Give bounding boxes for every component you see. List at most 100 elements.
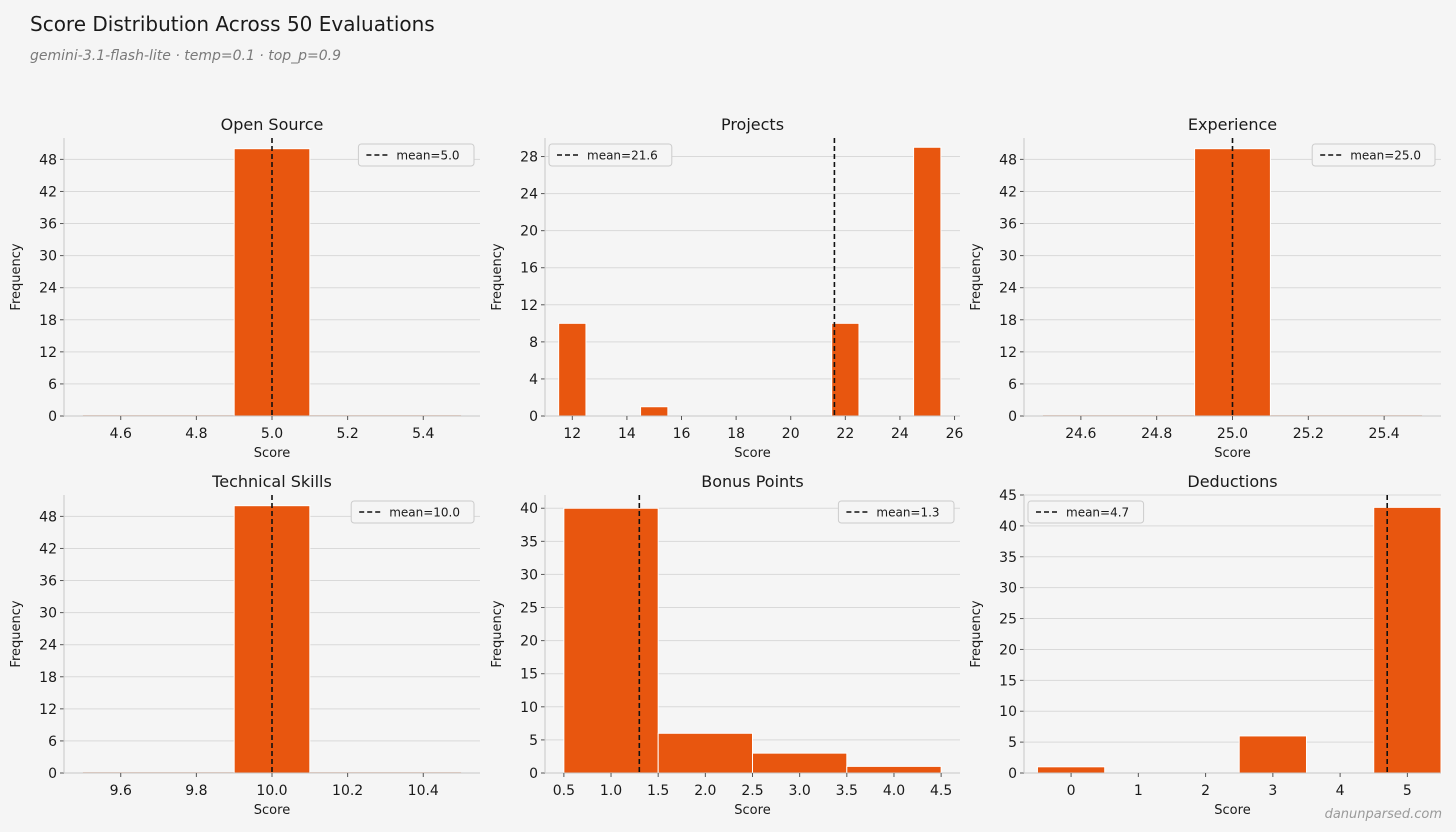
legend-box — [548, 143, 673, 167]
legend-label: mean=4.7 — [1066, 506, 1129, 520]
y-tick-label: 45 — [999, 488, 1017, 504]
y-tick-label: 42 — [999, 184, 1017, 200]
chart-panel: 0 6 12 18 24 30 36 42 48 24.6 24.8 25.0 25.2 25.4 Expe… — [969, 115, 1441, 461]
y-tick-label: 0 — [48, 766, 57, 782]
y-tick-label: 15 — [520, 667, 538, 683]
x-tick-label: 18 — [727, 426, 745, 442]
figure-title: Score Distribution Across 50 Evaluations — [30, 12, 435, 36]
y-tick-label: 6 — [48, 377, 57, 393]
x-tick-label: 5 — [1403, 783, 1412, 799]
x-tick-label: 12 — [563, 426, 581, 442]
legend: mean=5.0 — [357, 143, 475, 167]
y-tick-label: 20 — [520, 224, 538, 240]
y-tick-label: 35 — [520, 534, 538, 550]
y-tick-label: 36 — [39, 574, 57, 590]
y-tick-label: 24 — [999, 281, 1017, 297]
x-axis-label: Score — [1214, 446, 1250, 461]
y-tick-label: 0 — [48, 409, 57, 425]
chart-panel: 0 6 12 18 24 30 36 42 48 9.6 9.8 10.0 10.2 10.4 Techni… — [9, 472, 480, 818]
x-tick-label: 4.6 — [110, 426, 132, 442]
y-tick-label: 0 — [529, 409, 538, 425]
y-tick-label: 20 — [999, 642, 1017, 658]
x-tick-label: 5.2 — [337, 426, 359, 442]
x-tick-label: 9.8 — [185, 783, 207, 799]
x-tick-label: 20 — [782, 426, 800, 442]
chart-title: Experience — [1188, 115, 1277, 134]
y-tick-label: 8 — [529, 335, 538, 351]
y-tick-label: 6 — [1008, 377, 1017, 393]
y-tick-label: 42 — [39, 541, 57, 557]
x-tick-label: 24.6 — [1065, 426, 1096, 442]
legend-box — [837, 500, 955, 524]
x-tick-label: 3.5 — [836, 783, 858, 799]
y-tick-label: 0 — [1008, 409, 1017, 425]
y-tick-label: 30 — [520, 567, 538, 583]
y-tick-label: 12 — [520, 298, 538, 314]
x-tick-label: 4 — [1336, 783, 1345, 799]
y-axis-label: Frequency — [490, 243, 505, 310]
x-tick-label: 2.0 — [694, 783, 716, 799]
y-axis-label: Frequency — [490, 600, 505, 667]
y-tick-label: 18 — [39, 670, 57, 686]
chart-title: Technical Skills — [211, 472, 332, 491]
x-tick-label: 24 — [891, 426, 909, 442]
y-tick-label: 0 — [529, 766, 538, 782]
legend-box — [1027, 500, 1145, 524]
y-tick-label: 48 — [39, 509, 57, 525]
x-tick-label: 1.5 — [647, 783, 669, 799]
x-tick-label: 3 — [1268, 783, 1277, 799]
x-tick-label: 10.4 — [408, 783, 439, 799]
y-tick-label: 36 — [39, 217, 57, 233]
histogram-bar — [846, 765, 942, 774]
x-tick-label: 0.5 — [553, 783, 575, 799]
x-tick-label: 0 — [1067, 783, 1076, 799]
x-axis-label: Score — [254, 446, 290, 461]
legend-label: mean=21.6 — [587, 149, 658, 163]
x-axis-label: Score — [734, 446, 770, 461]
x-tick-label: 4.0 — [883, 783, 905, 799]
y-tick-label: 35 — [999, 550, 1017, 566]
legend-box — [1311, 143, 1436, 167]
legend-label: mean=5.0 — [396, 149, 459, 163]
y-tick-label: 30 — [39, 606, 57, 622]
histogram-bar — [752, 752, 848, 774]
y-tick-label: 24 — [39, 638, 57, 654]
x-tick-label: 4.8 — [185, 426, 207, 442]
x-tick-label: 9.6 — [110, 783, 132, 799]
y-axis-label: Frequency — [969, 600, 984, 667]
x-tick-label: 25.0 — [1217, 426, 1248, 442]
y-tick-label: 25 — [999, 612, 1017, 628]
y-tick-label: 4 — [529, 372, 538, 388]
y-tick-label: 24 — [520, 187, 538, 203]
x-tick-label: 1 — [1134, 783, 1143, 799]
y-tick-label: 30 — [39, 249, 57, 265]
chart-title: Projects — [721, 115, 784, 134]
histogram-bar — [1373, 506, 1442, 774]
x-tick-label: 1.0 — [600, 783, 622, 799]
y-tick-label: 10 — [520, 700, 538, 716]
x-tick-label: 10.2 — [332, 783, 363, 799]
y-tick-label: 42 — [39, 184, 57, 200]
x-tick-label: 25.2 — [1293, 426, 1324, 442]
legend: mean=4.7 — [1027, 500, 1145, 524]
histogram-bar — [563, 507, 659, 774]
y-tick-label: 20 — [520, 634, 538, 650]
y-tick-label: 48 — [39, 152, 57, 168]
y-tick-label: 0 — [1008, 766, 1017, 782]
y-tick-label: 15 — [999, 673, 1017, 689]
y-tick-label: 6 — [48, 734, 57, 750]
y-tick-label: 28 — [520, 150, 538, 166]
chart-title: Open Source — [221, 115, 324, 134]
y-axis-label: Frequency — [9, 600, 24, 667]
y-tick-label: 12 — [39, 345, 57, 361]
y-tick-label: 40 — [520, 501, 538, 517]
x-tick-label: 10.0 — [256, 783, 287, 799]
histogram-bar — [558, 322, 587, 417]
legend: mean=25.0 — [1311, 143, 1436, 167]
histogram-bar — [640, 406, 669, 417]
y-tick-label: 12 — [999, 345, 1017, 361]
histogram-bar — [913, 146, 942, 417]
y-tick-label: 5 — [1008, 735, 1017, 751]
y-axis-label: Frequency — [969, 243, 984, 310]
legend-box — [357, 143, 475, 167]
